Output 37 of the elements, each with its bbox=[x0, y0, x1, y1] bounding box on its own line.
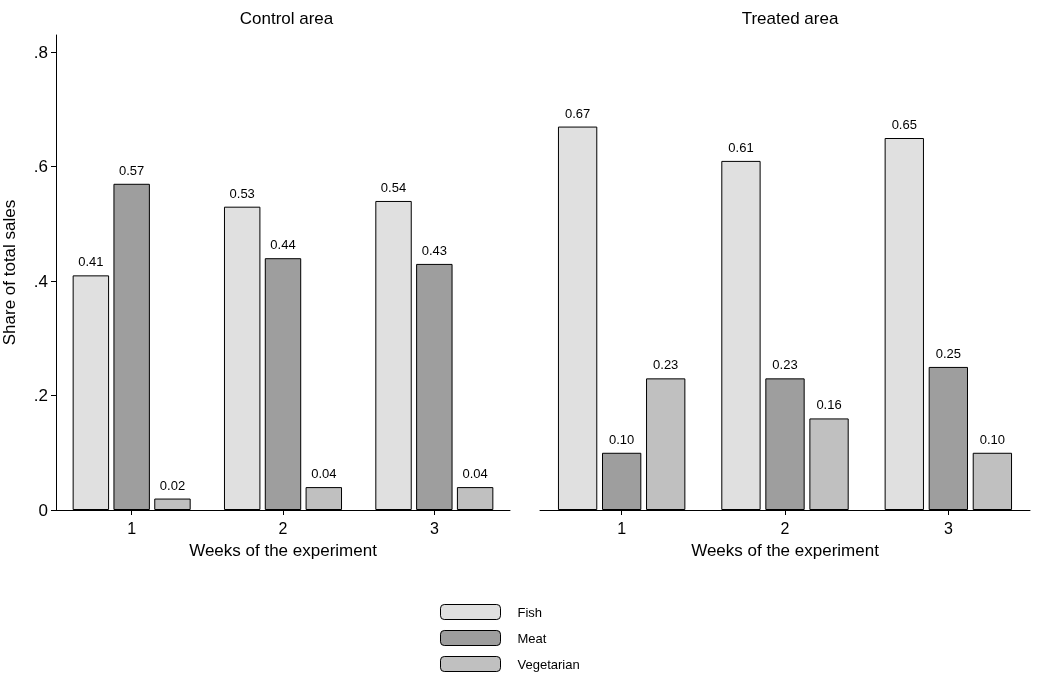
x-tick-label: 3 bbox=[943, 519, 953, 537]
legend-label: Fish bbox=[517, 604, 543, 620]
data-label: 0.04 bbox=[311, 466, 337, 482]
data-label: 0.23 bbox=[772, 357, 798, 373]
x-tick-label: 3 bbox=[429, 519, 439, 537]
y-axis-title: Share of total sales bbox=[0, 199, 19, 346]
y-tick-label: .6 bbox=[33, 157, 48, 177]
x-tick-label: 1 bbox=[617, 519, 627, 537]
data-label: 0.53 bbox=[229, 185, 255, 201]
chart-title: Treated area bbox=[741, 9, 839, 28]
data-label: 0.02 bbox=[159, 477, 186, 493]
data-label: 0.61 bbox=[728, 139, 754, 155]
data-label: 0.65 bbox=[891, 117, 917, 133]
data-label: 0.57 bbox=[119, 162, 145, 178]
x-tick-label: 2 bbox=[278, 519, 288, 537]
data-label: 0.10 bbox=[609, 431, 635, 447]
legend-label: Meat bbox=[517, 630, 547, 646]
data-label: 0.16 bbox=[816, 397, 842, 413]
x-axis-title: Weeks of the experiment bbox=[691, 541, 880, 560]
data-label: 0.43 bbox=[421, 242, 447, 258]
chart-title: Control area bbox=[239, 9, 334, 28]
y-tick-label: .2 bbox=[33, 386, 48, 406]
data-label: 0.44 bbox=[270, 237, 296, 253]
data-label: 0.25 bbox=[935, 345, 961, 361]
y-tick-label: .8 bbox=[33, 42, 48, 62]
data-label: 0.10 bbox=[979, 431, 1006, 447]
data-label: 0.67 bbox=[564, 105, 591, 121]
y-tick-label: 0 bbox=[38, 500, 48, 520]
x-tick-label: 1 bbox=[127, 519, 137, 537]
data-label: 0.41 bbox=[78, 254, 104, 270]
y-tick-label: .4 bbox=[33, 271, 48, 291]
x-axis-title: Weeks of the experiment bbox=[189, 541, 378, 560]
data-label: 0.23 bbox=[653, 357, 679, 373]
data-label: 0.04 bbox=[462, 466, 488, 482]
data-label: 0.54 bbox=[380, 179, 407, 195]
legend-label: Vegetarian bbox=[517, 656, 580, 672]
x-tick-label: 2 bbox=[780, 519, 790, 537]
